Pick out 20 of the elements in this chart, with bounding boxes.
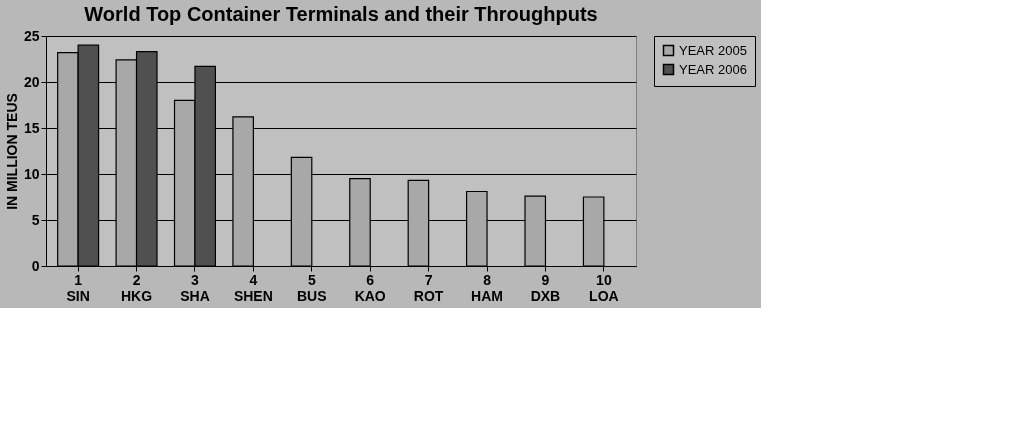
x-tick-label: 1 SIN	[66, 271, 90, 304]
y-tick-label: 20	[23, 73, 40, 90]
y-tick-label: 10	[23, 165, 40, 182]
x-tick-label: 10 LOA	[589, 271, 619, 304]
y-tick-label: 5	[31, 211, 40, 228]
y-tick-label: 0	[31, 257, 40, 274]
x-tick-label: 6 KAO	[354, 271, 386, 304]
legend-label: YEAR 2006	[679, 61, 747, 77]
x-tick-label: 9 DXB	[530, 271, 561, 304]
x-tick-label: 4 SHEN	[233, 271, 273, 304]
x-tick-label: 5 BUS	[297, 271, 327, 304]
x-tick-label: 7 ROT	[413, 271, 444, 304]
legend-label: YEAR 2005	[679, 42, 747, 58]
chart-title: World Top Container Terminals and their Throughputs	[84, 3, 598, 25]
x-tick-label: 8 HAM	[471, 271, 503, 304]
y-axis-title: IN MILLION TEUS	[3, 93, 20, 210]
x-tick-label: 2 HKG	[120, 271, 153, 304]
y-tick-label: 15	[23, 119, 40, 136]
x-tick-label: 3 SHA	[180, 271, 210, 304]
y-tick-label: 25	[23, 27, 40, 44]
